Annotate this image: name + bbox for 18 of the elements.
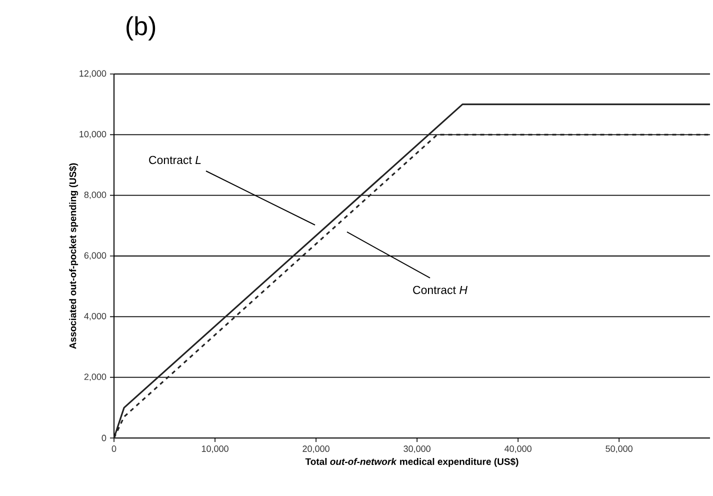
x-tick-label: 50,000 <box>606 446 632 453</box>
annotation: Contract H <box>413 286 468 294</box>
y-tick-label: 10,000 <box>80 130 106 138</box>
annotation: Contract L <box>149 156 201 164</box>
x-tick-label: 40,000 <box>504 446 532 453</box>
y-tick-label: 4,000 <box>84 312 106 320</box>
y-tick-label: 2,000 <box>84 374 106 382</box>
y-axis-title: Associated out-of-pocket spending (US$) <box>69 163 78 349</box>
y-tick-label: 8,000 <box>84 192 106 200</box>
y-tick-label: 6,000 <box>84 252 106 260</box>
x-tick-label: 10,000 <box>202 446 228 453</box>
y-tick-label: 0 <box>102 434 106 442</box>
x-axis-title: Total out-of-network medical expenditure (US$) <box>305 458 518 467</box>
y-tick-label: 12,000 <box>80 70 106 78</box>
x-tick-label: 0 <box>112 446 116 452</box>
chart-title: (b) <box>126 16 156 40</box>
x-tick-label: 20,000 <box>302 446 330 453</box>
x-tick-label: 30,000 <box>404 446 430 453</box>
